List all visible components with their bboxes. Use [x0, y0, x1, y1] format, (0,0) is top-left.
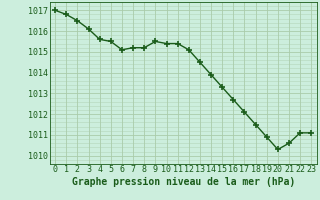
X-axis label: Graphe pression niveau de la mer (hPa): Graphe pression niveau de la mer (hPa): [72, 177, 295, 187]
